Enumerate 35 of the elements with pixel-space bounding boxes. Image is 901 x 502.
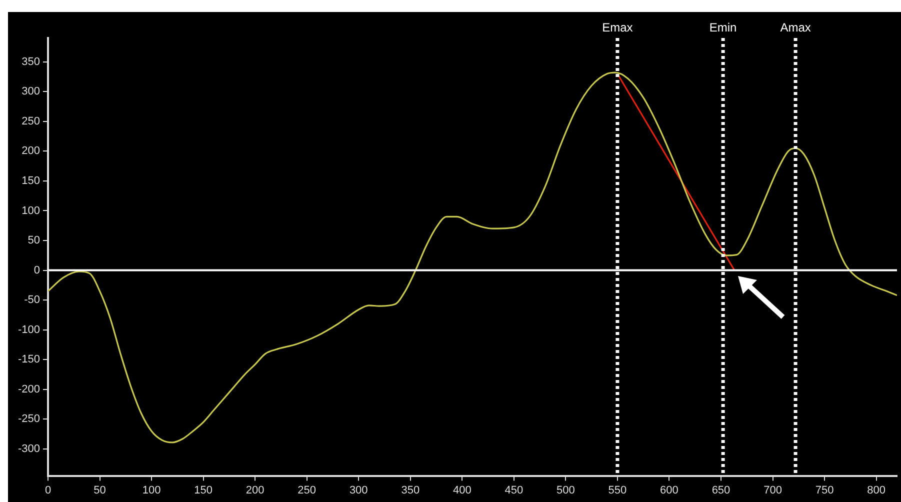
x-tick-label: 150 [194,484,212,496]
x-tick-label: 400 [452,484,472,496]
x-tick-label: 100 [142,484,161,496]
y-tick-label: 150 [22,174,40,187]
ref-line-label: Amax [780,20,811,34]
y-tick-label: -150 [18,354,40,366]
x-tick-label: 300 [349,484,368,496]
x-tick-label: 700 [764,484,782,496]
y-tick-label: 50 [28,234,40,247]
y-tick-label: 0 [34,264,40,276]
y-tick-label: 200 [22,145,40,158]
x-tick-label: 500 [556,484,575,496]
y-tick-label: -100 [18,324,40,336]
x-tick-label: 600 [660,484,678,496]
y-tick-label: -50 [24,294,40,306]
ref-line-label: Emax [602,20,633,34]
line-series [48,72,897,444]
y-tick-label: -300 [18,443,40,456]
x-tick-label: 550 [608,484,627,496]
x-tick-label: 200 [246,484,264,496]
y-tick-label: 350 [22,56,40,68]
x-tick-label: 50 [94,484,106,496]
x-tick-label: 650 [712,484,730,496]
x-tick-label: 350 [401,484,420,496]
y-tick-label: 250 [22,115,40,128]
x-tick-label: 450 [504,484,524,496]
x-tick-label: 800 [867,484,886,496]
y-tick-label: 100 [22,204,40,217]
x-tick-label: 750 [815,484,834,496]
x-tick-label: 0 [44,484,52,496]
x-tick-label: 250 [298,484,316,496]
y-tick-label: 300 [22,86,40,98]
y-tick-label: -250 [18,413,40,426]
ref-line-label: Emin [709,20,737,34]
y-tick-label: -200 [18,383,40,396]
